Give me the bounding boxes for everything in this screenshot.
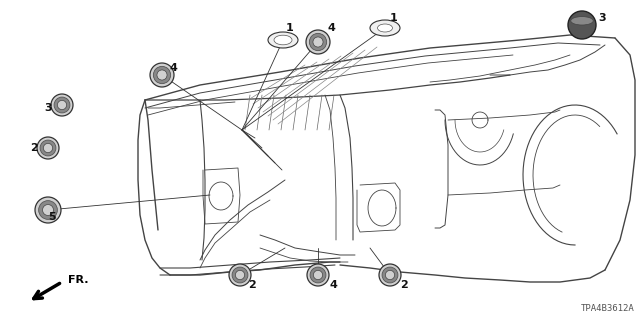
Circle shape	[54, 97, 70, 113]
Circle shape	[232, 267, 248, 283]
Circle shape	[314, 270, 323, 280]
Circle shape	[236, 270, 244, 280]
Circle shape	[51, 94, 73, 116]
Circle shape	[379, 264, 401, 286]
Circle shape	[154, 66, 171, 84]
Circle shape	[40, 140, 56, 156]
Text: 4: 4	[330, 280, 338, 290]
Text: 1: 1	[390, 13, 397, 23]
Ellipse shape	[370, 20, 400, 36]
Circle shape	[382, 267, 398, 283]
Circle shape	[385, 270, 395, 280]
Circle shape	[306, 30, 330, 54]
Ellipse shape	[268, 32, 298, 48]
Circle shape	[313, 37, 323, 47]
Circle shape	[37, 137, 59, 159]
Circle shape	[307, 264, 329, 286]
Text: 2: 2	[30, 143, 38, 153]
Text: 1: 1	[286, 23, 294, 33]
Circle shape	[42, 204, 54, 215]
Ellipse shape	[378, 24, 392, 32]
Circle shape	[35, 197, 61, 223]
Circle shape	[38, 201, 58, 220]
Circle shape	[44, 143, 52, 153]
Circle shape	[229, 264, 251, 286]
Text: TPA4B3612A: TPA4B3612A	[581, 304, 635, 313]
Text: 2: 2	[248, 280, 256, 290]
Text: 5: 5	[48, 212, 56, 222]
Text: 3: 3	[44, 103, 52, 113]
Text: 4: 4	[170, 63, 178, 73]
Circle shape	[58, 100, 67, 110]
Text: 3: 3	[598, 13, 605, 23]
Text: FR.: FR.	[68, 275, 88, 285]
Circle shape	[309, 33, 326, 51]
Circle shape	[150, 63, 174, 87]
Circle shape	[310, 267, 326, 283]
Ellipse shape	[571, 17, 593, 25]
Circle shape	[568, 11, 596, 39]
Ellipse shape	[274, 35, 292, 45]
Text: 2: 2	[400, 280, 408, 290]
Circle shape	[157, 70, 167, 80]
Text: 4: 4	[328, 23, 336, 33]
